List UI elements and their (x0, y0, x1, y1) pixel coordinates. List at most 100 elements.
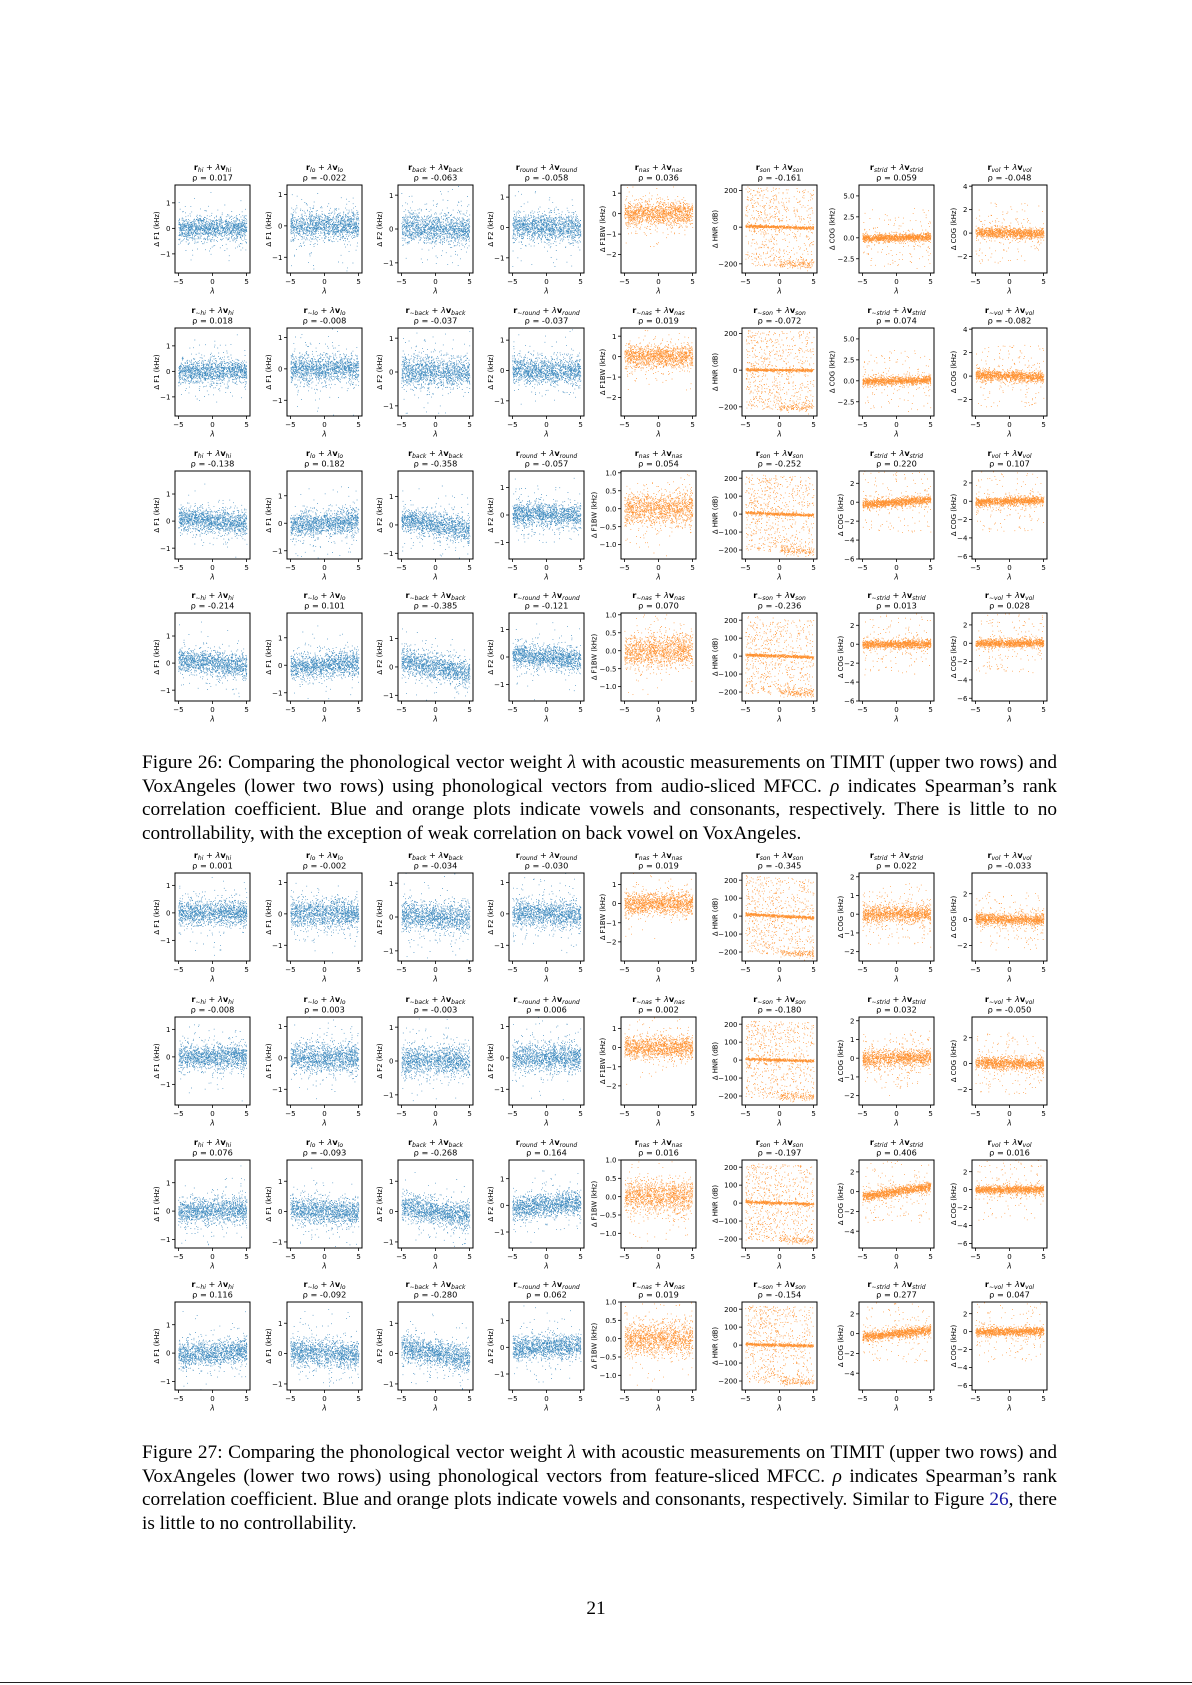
title-part: v (1020, 1279, 1026, 1289)
x-axis-label: λ (655, 287, 660, 296)
rho-value: ρ = 0.101 (304, 601, 345, 611)
y-tick-label: 0 (963, 1060, 967, 1068)
title-part: strid (874, 1142, 888, 1149)
scatter-points (290, 193, 360, 272)
x-tick-label: 5 (356, 966, 360, 974)
caption-text: , there is little to no controllability. (142, 1489, 1057, 1534)
y-tick-label: −6 (957, 1240, 968, 1248)
title-part: v (787, 1137, 793, 1147)
caption-text: with acoustic measurements on TIMIT (upp… (142, 1442, 1057, 1487)
scatter-points (745, 616, 815, 698)
title-part: λ (660, 448, 666, 458)
x-tick-label: 5 (467, 1110, 471, 1118)
y-tick-label: −100 (718, 1075, 737, 1083)
title-part: + (318, 590, 330, 600)
rho-value: ρ = -0.022 (303, 173, 347, 183)
x-axis-label: λ (209, 1119, 214, 1128)
plot-frame (858, 470, 935, 560)
title-part: vol (1023, 167, 1032, 174)
title-part: v (332, 850, 338, 860)
x-axis-label: λ (209, 715, 214, 724)
title-part: v (223, 1279, 229, 1289)
y-axis-label: Δ COG (kHz) (829, 208, 837, 251)
x-tick-label: 0 (894, 278, 898, 286)
y-tick-label: 0.5 (605, 1175, 616, 1183)
title-part: v (223, 994, 229, 1004)
title-part: ∼back (410, 595, 430, 602)
rho-value: ρ = 0.017 (192, 173, 233, 183)
y-tick-label: −2.5 (838, 255, 855, 263)
y-tick-label: 1 (389, 335, 393, 343)
y-tick-label: −2 (957, 1204, 967, 1212)
title-part: λ (784, 1279, 790, 1289)
scatter-panel-not-hi: r∼hi + λvhi ρ = 0.018 −1 0 1 −5 0 5 λ Δ F1 (kHz) (133, 304, 257, 439)
x-axis-label: λ (893, 975, 898, 984)
title-part: λ (437, 1137, 443, 1147)
title-part: λ (781, 850, 787, 860)
title-part: + (318, 305, 330, 315)
y-tick-label: 1.0 (605, 469, 616, 477)
y-axis-label: Δ F1 (kHz) (265, 1186, 273, 1221)
title-part: v (332, 448, 338, 458)
x-tick-label: 0 (322, 278, 326, 286)
x-axis-label: λ (655, 573, 660, 582)
rho-value: ρ = -0.252 (758, 459, 802, 469)
scatter-points (401, 330, 471, 414)
rho-value: ρ = 0.019 (638, 861, 679, 871)
title-part: r (306, 850, 311, 860)
x-tick-label: −5 (619, 966, 629, 974)
x-tick-label: 5 (356, 1110, 360, 1118)
y-tick-label: −4 (844, 1228, 855, 1236)
x-tick-label: 5 (928, 1253, 932, 1261)
title-part: λ (663, 994, 669, 1004)
title-part: λ (551, 1279, 557, 1289)
x-axis-label: λ (543, 715, 548, 724)
y-tick-label: 100 (724, 1324, 737, 1332)
scatter-points (862, 1302, 932, 1363)
x-tick-label: −5 (285, 278, 295, 286)
title-part: + (426, 162, 438, 172)
y-axis-label: Δ F1BW (kHz) (591, 1181, 599, 1228)
title-part: λ (1014, 994, 1020, 1004)
y-axis-label: Δ COG (kHz) (950, 636, 958, 679)
scatter-panel-not-nas: r∼nas + λvnas ρ = 0.002 −2 −1 0 1 −5 0 5 λ Δ F1BW … (579, 993, 703, 1128)
title-part: + (652, 1279, 664, 1289)
rho-value: ρ = 0.406 (876, 1148, 917, 1158)
scatter-panel-nas: rnas + λvnas ρ = 0.036 −2 −1 0 1 −5 0 5 λ Δ F1BW (… (579, 161, 703, 296)
title-part: λ (440, 305, 446, 315)
figure-26-reference-link[interactable]: 26 (989, 1489, 1009, 1511)
panel-title: rback + λvback (408, 850, 463, 862)
panel-title: rback + λvback (408, 162, 463, 174)
x-tick-label: 5 (356, 1253, 360, 1261)
title-part: r (303, 305, 308, 315)
title-part: λ (660, 850, 666, 860)
title-part: λ (1011, 1137, 1017, 1147)
title-part: v (666, 162, 672, 172)
y-tick-label: 2 (963, 480, 967, 488)
x-tick-label: 5 (244, 1110, 248, 1118)
x-tick-label: 0 (894, 421, 898, 429)
x-tick-label: −5 (285, 421, 295, 429)
caption-math-rho: ρ (830, 775, 840, 797)
scatter-points (290, 1309, 360, 1387)
title-part: son (795, 595, 806, 602)
x-tick-label: 5 (690, 1110, 694, 1118)
rho-value: ρ = 0.062 (526, 1290, 567, 1300)
rho-value: ρ = 0.002 (638, 1005, 679, 1015)
title-part: λ (329, 1279, 335, 1289)
x-tick-label: 5 (578, 1395, 582, 1403)
title-part: + (1000, 162, 1012, 172)
x-axis-label: λ (543, 1262, 548, 1271)
panel-title: r∼vol + λvvol (985, 994, 1034, 1006)
title-part: λ (329, 305, 335, 315)
y-axis-label: Δ F2 (kHz) (487, 639, 495, 674)
y-tick-label: 1 (500, 484, 504, 492)
title-part: v (557, 305, 563, 315)
x-tick-label: 0 (777, 1110, 781, 1118)
